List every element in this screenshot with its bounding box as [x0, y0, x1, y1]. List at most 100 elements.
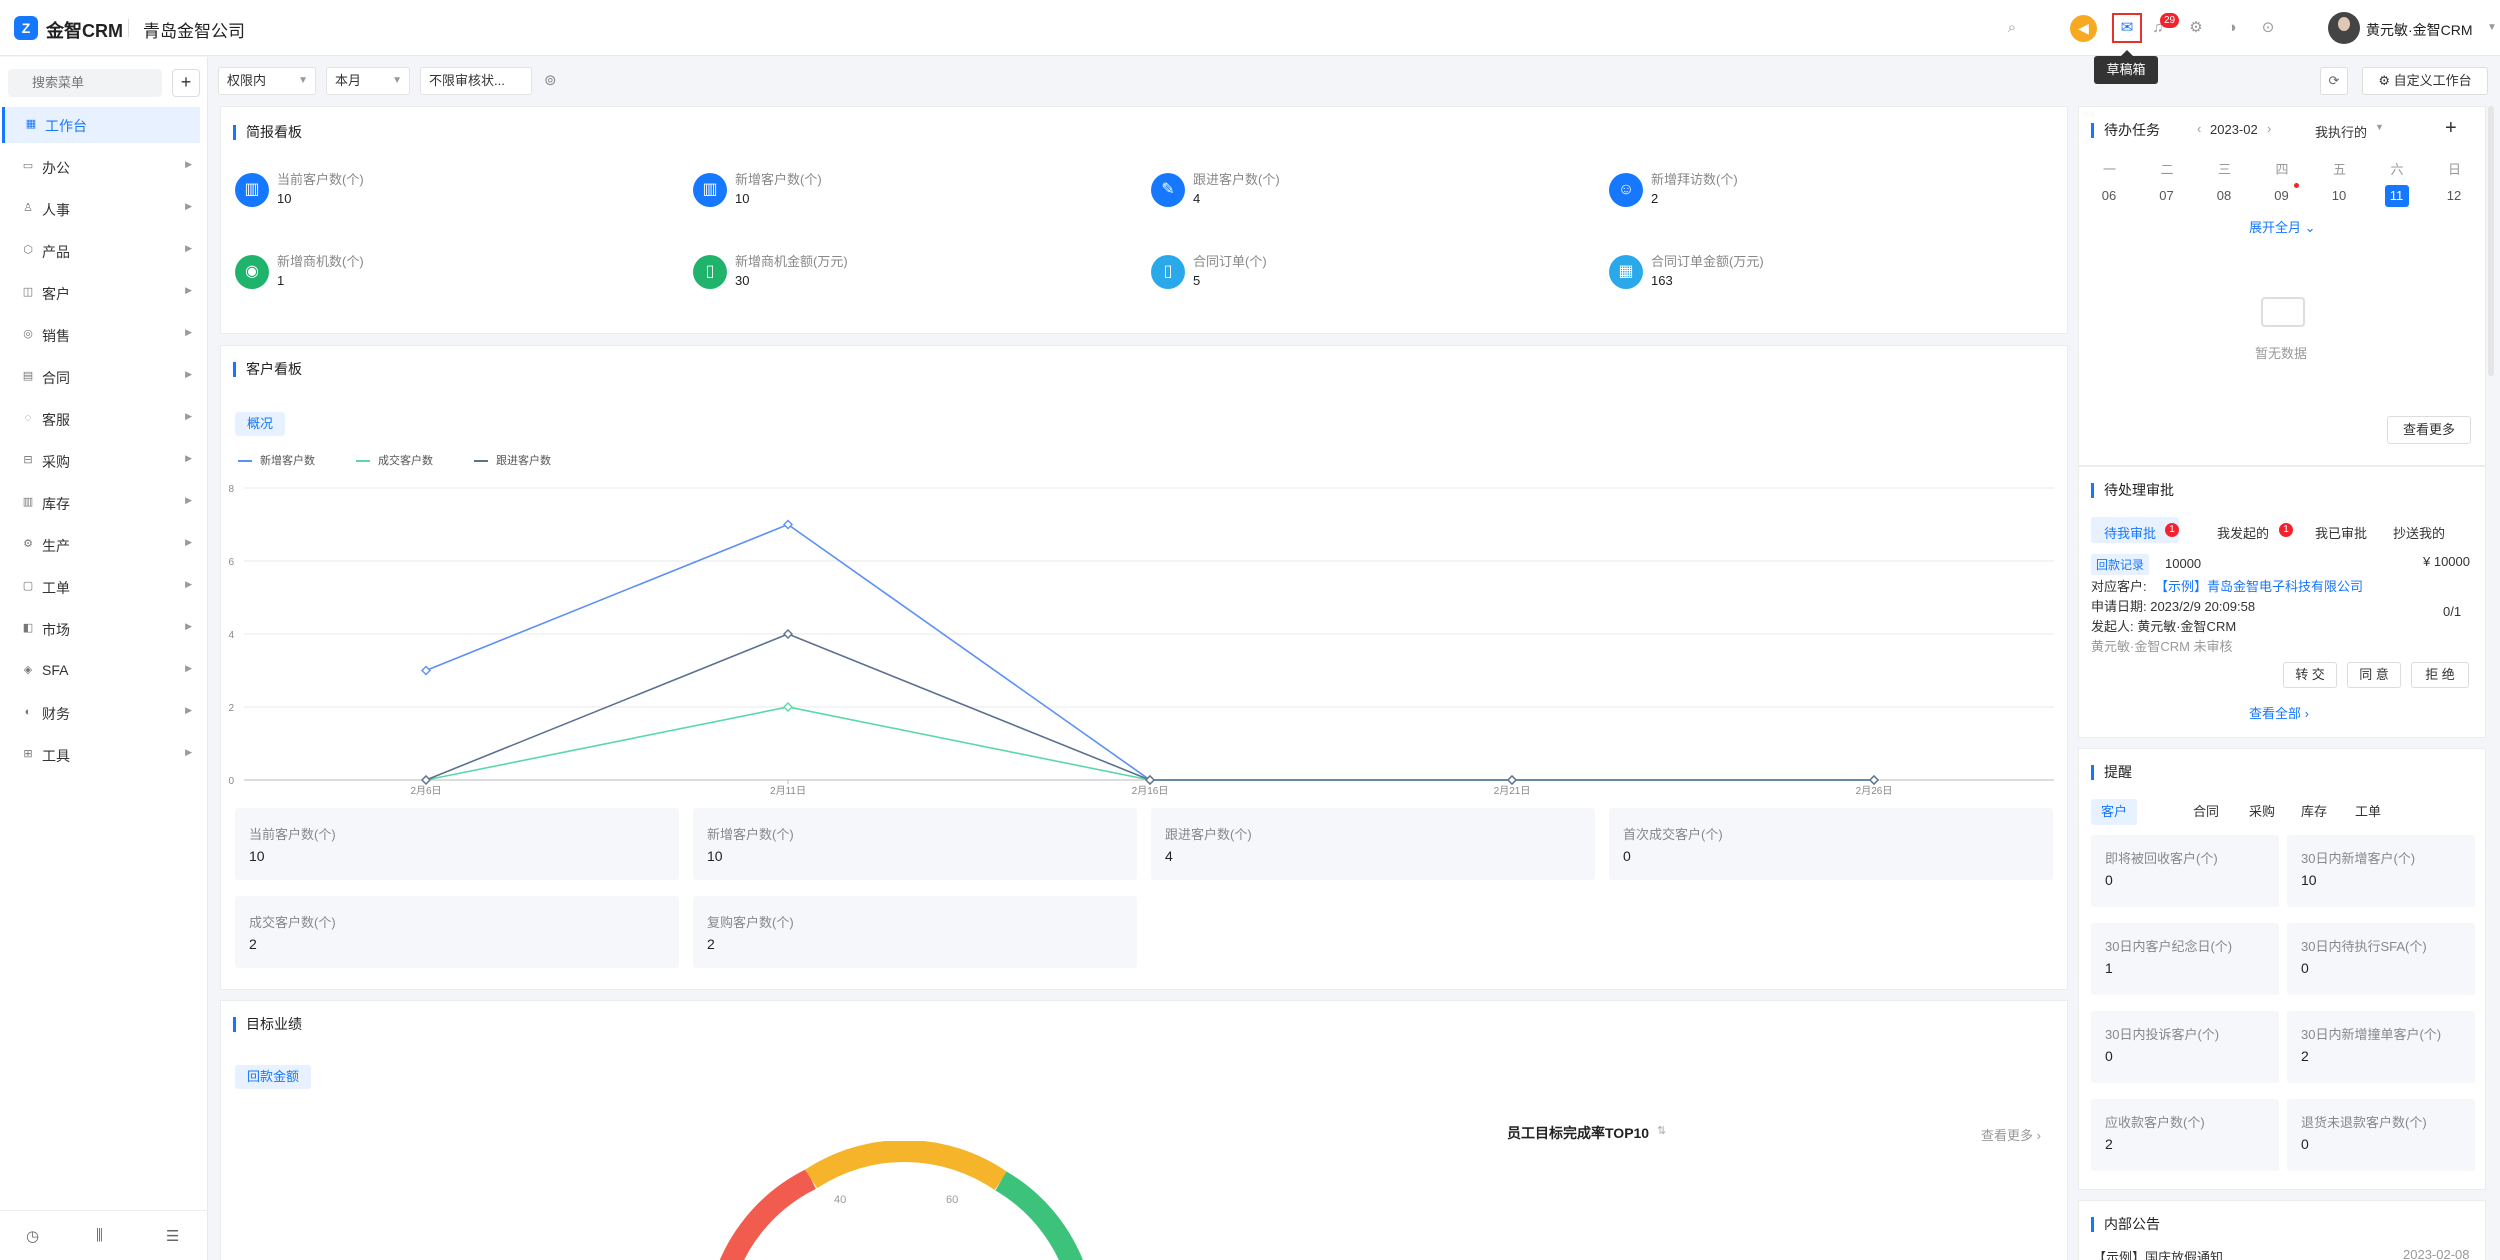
chevron-down-icon[interactable]: ▼: [2487, 22, 2497, 33]
sidebar-item-8[interactable]: ⊟ 采购 ▶: [2, 443, 200, 479]
view-more-button[interactable]: 查看更多: [2387, 416, 2471, 444]
scope-select[interactable]: 权限内 ▼: [218, 67, 316, 95]
avatar[interactable]: [2328, 12, 2360, 44]
calendar-day[interactable]: 12: [2446, 188, 2462, 203]
scrollbar-thumb[interactable]: [2488, 106, 2494, 376]
sidebar-item-15[interactable]: ⊞ 工具 ▶: [2, 737, 200, 773]
next-month-icon[interactable]: ›: [2267, 121, 2272, 136]
stat-card[interactable]: ✎ 跟进客户数(个) 4: [1151, 167, 1571, 217]
data-point[interactable]: [1869, 775, 1879, 785]
app-name[interactable]: 金智CRM: [46, 21, 123, 41]
calendar-day[interactable]: 06: [2101, 188, 2117, 203]
customer-stat-box[interactable]: 复购客户数(个) 2: [693, 896, 1137, 968]
company-name[interactable]: 青岛金智公司: [143, 22, 245, 41]
view-all-link[interactable]: 查看全部 ›: [2249, 706, 2309, 721]
transfer-button[interactable]: 转 交: [2283, 662, 2337, 688]
sidebar-item-13[interactable]: ◈ SFA ▶: [2, 653, 200, 689]
stat-card[interactable]: ◉ 新增商机数(个) 1: [235, 249, 655, 299]
reject-button[interactable]: 拒 绝: [2411, 662, 2469, 688]
calendar-day[interactable]: 10: [2331, 188, 2347, 203]
logo-icon[interactable]: Z: [14, 16, 38, 40]
bell-icon[interactable]: ♫: [2152, 19, 2164, 36]
sidebar-item-12[interactable]: ◧ 市场 ▶: [2, 611, 200, 647]
data-point[interactable]: [421, 775, 431, 785]
reminder-tab[interactable]: 合同: [2193, 804, 2220, 819]
reminder-box[interactable]: 30日内新增客户(个) 10: [2287, 835, 2475, 907]
tab-initiated[interactable]: 我发起的: [2217, 526, 2270, 541]
customer-link[interactable]: 【示例】青岛金智电子科技有限公司: [2155, 579, 2364, 594]
reminder-tab[interactable]: 采购: [2249, 804, 2276, 819]
calendar-day[interactable]: 11: [2384, 185, 2409, 207]
tab-overview[interactable]: 概况: [235, 412, 286, 436]
sidebar-item-6[interactable]: ▤ 合同 ▶: [2, 359, 200, 395]
user-name[interactable]: 黄元敏·金智CRM: [2366, 22, 2473, 38]
reminder-box[interactable]: 退货未退款客户数(个) 0: [2287, 1099, 2475, 1171]
calendar-day[interactable]: 08: [2216, 188, 2232, 203]
customer-stat-box[interactable]: 成交客户数(个) 2: [235, 896, 679, 968]
sidebar-item-5[interactable]: ◎ 销售 ▶: [2, 317, 200, 353]
sidebar-item-0[interactable]: ▦ 工作台: [2, 107, 200, 143]
tab-my-approval[interactable]: [2091, 517, 2179, 543]
data-point[interactable]: [421, 665, 431, 676]
expand-month-link[interactable]: 展开全月 ⌄: [2249, 217, 2316, 236]
data-point[interactable]: [783, 702, 793, 712]
sidebar-item-4[interactable]: ◫ 客户 ▶: [2, 275, 200, 311]
sidebar-item-14[interactable]: ◐ 财务 ▶: [2, 695, 200, 731]
customer-stat-box[interactable]: 首次成交客户(个) 0: [1609, 808, 2053, 880]
reminder-tab[interactable]: 工单: [2355, 804, 2382, 819]
reminder-box[interactable]: 即将被回收客户(个) 0: [2091, 835, 2279, 907]
calendar-day[interactable]: 07: [2159, 188, 2174, 203]
stat-card[interactable]: ▯ 新增商机金额(万元) 30: [693, 249, 1113, 299]
sidebar-item-3[interactable]: ⬡ 产品 ▶: [2, 233, 200, 269]
announcement-icon[interactable]: ◀: [2070, 15, 2097, 42]
filter-icon[interactable]: ⫼: [96, 1227, 103, 1244]
prev-month-icon[interactable]: ‹: [2197, 121, 2202, 136]
theme-icon[interactable]: ◑: [2227, 19, 2237, 36]
add-menu-button[interactable]: +: [172, 69, 200, 97]
stat-card[interactable]: ▦ 合同订单金额(万元) 163: [1609, 249, 2029, 299]
customer-stat-box[interactable]: 新增客户数(个) 10: [693, 808, 1137, 880]
sidebar-item-10[interactable]: ⚙ 生产 ▶: [2, 527, 200, 563]
settings-icon[interactable]: ⚙: [2189, 19, 2203, 36]
tab-approved[interactable]: 我已审批: [2315, 526, 2368, 541]
owner-select[interactable]: 我执行的: [2315, 125, 2368, 140]
sidebar-item-7[interactable]: ◌ 客服 ▶: [2, 401, 200, 437]
approve-button[interactable]: 同 意: [2347, 662, 2401, 688]
customer-stat-box[interactable]: 跟进客户数(个) 4: [1151, 808, 1595, 880]
reminder-box[interactable]: 30日内待执行SFA(个) 0: [2287, 923, 2475, 995]
stat-card[interactable]: ▯ 合同订单(个) 5: [1151, 249, 1571, 299]
reminder-tab[interactable]: 客户: [2091, 799, 2138, 825]
help-icon[interactable]: ⊙: [2261, 19, 2275, 36]
add-task-button[interactable]: +: [2445, 117, 2457, 139]
sidebar-item-11[interactable]: ▢ 工单 ▶: [2, 569, 200, 605]
sidebar-item-1[interactable]: ▭ 办公 ▶: [2, 149, 200, 185]
refresh-button[interactable]: ⟳: [2320, 67, 2348, 95]
stat-card[interactable]: ▥ 当前客户数(个) 10: [235, 167, 655, 217]
stat-card[interactable]: ☺ 新增拜访数(个) 2: [1609, 167, 2029, 217]
tab-payment-amount[interactable]: 回款金额: [235, 1065, 312, 1089]
reminder-box[interactable]: 30日内新增撞单客户(个) 2: [2287, 1011, 2475, 1083]
menu-search-input[interactable]: [8, 69, 162, 97]
filter-reset-icon[interactable]: ⊚: [544, 72, 557, 89]
tab-cc[interactable]: 抄送我的: [2393, 526, 2446, 541]
audit-select[interactable]: 不限审核状...: [420, 67, 532, 95]
customize-workbench-button[interactable]: ⚙ 自定义工作台: [2362, 67, 2488, 95]
collapse-icon[interactable]: ☰: [166, 1228, 180, 1245]
legend-followup-customers[interactable]: 跟进客户数: [474, 452, 551, 468]
sort-icon[interactable]: ⇅: [1657, 1125, 1667, 1137]
reminder-box[interactable]: 应收款客户数(个) 2: [2091, 1099, 2279, 1171]
view-more-link[interactable]: 查看更多 ›: [1981, 1128, 2041, 1143]
draft-box-icon[interactable]: ✉: [2112, 13, 2142, 43]
calendar-day[interactable]: 09: [2274, 188, 2289, 203]
reminder-box[interactable]: 30日内投诉客户(个) 0: [2091, 1011, 2279, 1083]
data-point[interactable]: [1507, 775, 1517, 785]
sidebar-item-2[interactable]: ♙ 人事 ▶: [2, 191, 200, 227]
legend-deal-customers[interactable]: 成交客户数: [356, 452, 433, 468]
customer-stat-box[interactable]: 当前客户数(个) 10: [235, 808, 679, 880]
stat-card[interactable]: ▥ 新增客户数(个) 10: [693, 167, 1113, 217]
sidebar-item-9[interactable]: ▥ 库存 ▶: [2, 485, 200, 521]
period-select[interactable]: 本月 ▼: [326, 67, 410, 95]
notice-item[interactable]: 【示例】国庆放假通知: [2093, 1250, 2224, 1260]
data-point[interactable]: [783, 629, 793, 639]
data-point[interactable]: [1145, 775, 1155, 785]
